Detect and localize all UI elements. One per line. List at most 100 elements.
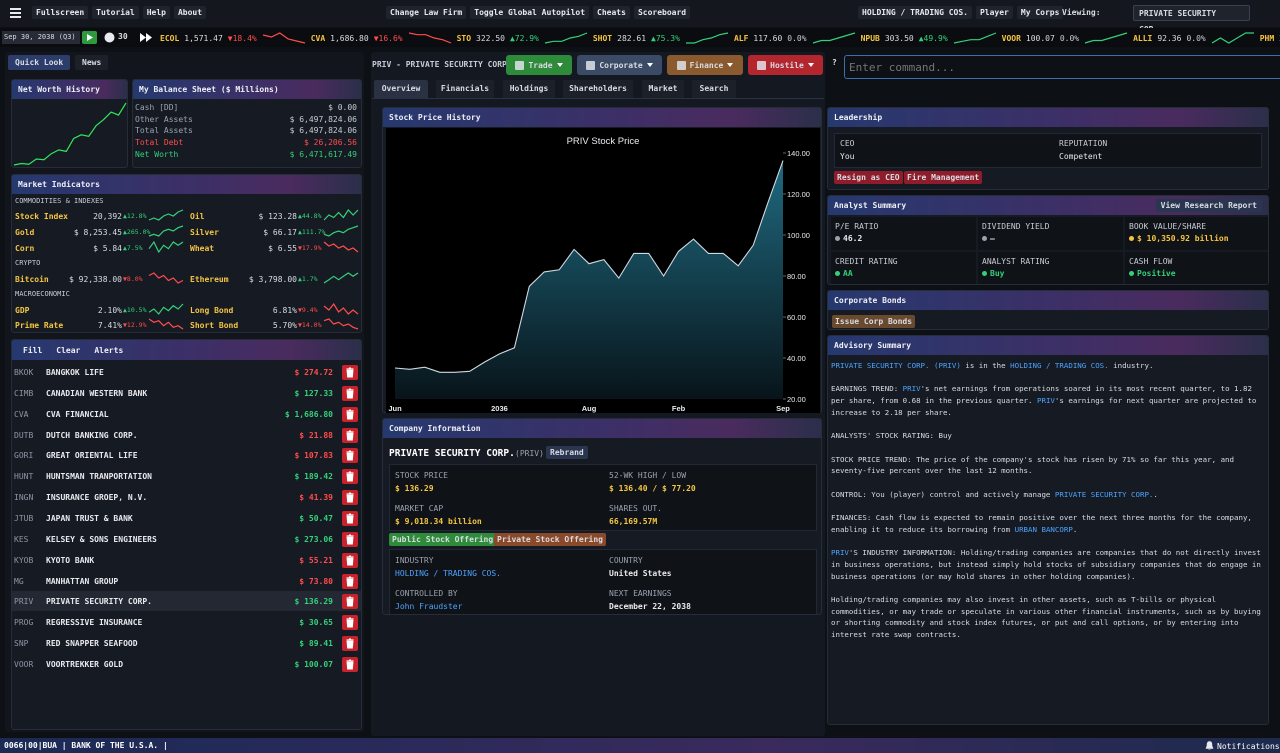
- menu-button[interactable]: Change Law Firm: [386, 6, 467, 19]
- delete-button[interactable]: [342, 469, 358, 485]
- delete-button[interactable]: [342, 385, 358, 401]
- advisory-paragraph: STOCK PRICE TREND: The price of the comp…: [831, 454, 1265, 477]
- menu-button[interactable]: My Corps: [1016, 6, 1064, 19]
- ticker-symbol[interactable]: ALLI: [1133, 33, 1153, 43]
- sparkline-line: [148, 225, 184, 237]
- viewing-select[interactable]: PRIVATE SECURITY COR...: [1133, 5, 1250, 34]
- menu-button[interactable]: Toggle Global Autopilot: [470, 6, 590, 19]
- left-tab[interactable]: Quick Look: [8, 55, 71, 70]
- watchlist-row[interactable]: INGN INSURANCE GROEP, N.V. $ 41.39: [12, 487, 361, 507]
- delete-button[interactable]: [342, 448, 358, 464]
- x-tick-label: 2036: [491, 404, 508, 413]
- delete-button[interactable]: [342, 636, 358, 652]
- delete-button[interactable]: [342, 427, 358, 443]
- leader-button[interactable]: Resign as CEO: [834, 171, 903, 184]
- left-tab[interactable]: News: [75, 55, 109, 70]
- chart-title: PRIV Stock Price: [567, 136, 640, 147]
- ticker-symbol[interactable]: NPUB: [860, 33, 880, 43]
- menu-icon[interactable]: [10, 7, 22, 19]
- ticker-symbol[interactable]: SHOT: [592, 33, 613, 43]
- watchlist-row[interactable]: SNP RED SNAPPER SEAFOOD $ 89.41: [12, 633, 361, 653]
- advisory-link[interactable]: PRIV: [831, 548, 849, 558]
- advisory-span: Holding/trading companies may also inves…: [831, 594, 1261, 640]
- watchlist-row[interactable]: BKOK BANGKOK LIFE $ 274.72: [12, 362, 361, 382]
- watchlist-row[interactable]: KYOB KYOTO BANK $ 55.21: [12, 550, 361, 570]
- watchlist-button[interactable]: Fill: [23, 345, 43, 355]
- menu-button[interactable]: Cheats: [593, 6, 630, 19]
- watchlist-row[interactable]: JTUB JAPAN TRUST & BANK $ 50.47: [12, 508, 361, 528]
- ticker-symbol[interactable]: ECOL: [160, 33, 180, 43]
- menu-button[interactable]: HOLDING / TRADING COS.: [858, 6, 972, 19]
- watchlist-row[interactable]: VOOR VOORTREKKER GOLD $ 100.07: [12, 654, 361, 674]
- notifications[interactable]: Notifications: [1217, 742, 1280, 751]
- rebrand-button[interactable]: Rebrand: [546, 446, 588, 459]
- ticker-symbol[interactable]: STO: [456, 33, 472, 43]
- watchlist-row[interactable]: MG MANHATTAN GROUP $ 73.80: [12, 571, 361, 591]
- delete-button[interactable]: [342, 510, 358, 526]
- delete-button[interactable]: [342, 490, 358, 506]
- menu-group: Fullscreen Tutorial Help About: [32, 6, 207, 19]
- ticker-symbol[interactable]: VOOR: [1001, 33, 1021, 43]
- watchlist-row[interactable]: HUNT HUNTSMAN TRANPORTATION $ 189.42: [12, 466, 361, 486]
- advisory-link[interactable]: PRIV: [902, 384, 921, 394]
- watchlist-button[interactable]: Clear: [56, 345, 81, 355]
- ticker-symbol[interactable]: ALF: [733, 33, 749, 43]
- details-box: [389, 549, 817, 614]
- menu-button[interactable]: Player: [975, 6, 1013, 19]
- watchlist-row[interactable]: CVA CVA FINANCIAL $ 1,686.80: [12, 404, 361, 424]
- menu-button[interactable]: About: [173, 6, 207, 19]
- tab[interactable]: Search: [692, 80, 736, 98]
- watchlist-row[interactable]: PRIV PRIVATE SECURITY CORP. $ 136.29: [12, 591, 361, 612]
- action-button[interactable]: Finance: [667, 55, 743, 75]
- research-button[interactable]: View Research Report: [1155, 199, 1262, 212]
- advisory-link[interactable]: URBAN BANCORP: [1014, 524, 1073, 534]
- delete-button[interactable]: [342, 365, 358, 380]
- watchlist-row[interactable]: GORI GREAT ORIENTAL LIFE $ 107.83: [12, 445, 361, 465]
- action-button[interactable]: Hostile: [748, 55, 823, 75]
- tab[interactable]: Holdings: [503, 80, 555, 98]
- game-speed[interactable]: 30: [118, 32, 128, 41]
- menu-button[interactable]: Tutorial: [92, 6, 139, 19]
- action-button[interactable]: Corporate: [577, 55, 662, 75]
- watchlist-row[interactable]: KES KELSEY & SONS ENGINEERS $ 273.06: [12, 529, 361, 549]
- command-input[interactable]: [844, 55, 1280, 79]
- fast-forward[interactable]: [139, 32, 153, 43]
- ticker-symbol[interactable]: PHM: [1259, 33, 1275, 43]
- tab[interactable]: Market: [642, 80, 684, 98]
- tab[interactable]: Financials: [436, 80, 494, 98]
- help-button[interactable]: ?: [832, 58, 837, 67]
- delete-button[interactable]: [342, 573, 358, 589]
- delete-button[interactable]: [342, 656, 358, 672]
- offering-button[interactable]: Private Stock Offering: [494, 533, 606, 546]
- ticker-symbol[interactable]: CVA: [310, 33, 326, 43]
- menu-button[interactable]: Help: [142, 6, 170, 19]
- stat-label: SHARES OUT.: [609, 504, 662, 513]
- watchlist-button[interactable]: Alerts: [94, 345, 124, 355]
- action-button[interactable]: Trade: [506, 55, 572, 75]
- leader-button[interactable]: Fire Management: [904, 171, 983, 184]
- tab[interactable]: Overview: [374, 80, 428, 98]
- advisory-link[interactable]: PRIV: [1036, 396, 1055, 406]
- delete-button[interactable]: [342, 594, 358, 610]
- menu-button[interactable]: Scoreboard: [633, 6, 691, 19]
- tab[interactable]: Shareholders: [563, 80, 633, 98]
- advisory-span: ANALYSTS' STOCK RATING: Buy: [831, 431, 952, 441]
- advisory-link[interactable]: HOLDING / TRADING COS.: [1010, 361, 1109, 370]
- watchlist-name: BANGKOK LIFE: [46, 368, 104, 377]
- bond-button[interactable]: Issue Corp Bonds: [832, 315, 916, 328]
- watchlist-row[interactable]: CIMB CANADIAN WESTERN BANK $ 127.33: [12, 383, 361, 403]
- advisory-link[interactable]: PRIVATE SECURITY CORP.: [1054, 489, 1154, 499]
- detail-value[interactable]: HOLDING / TRADING COS.: [395, 569, 501, 578]
- delete-button[interactable]: [342, 552, 358, 568]
- offering-button[interactable]: Public Stock Offering: [389, 533, 497, 546]
- watchlist-row[interactable]: DUTB DUTCH BANKING CORP. $ 21.88: [12, 425, 361, 445]
- detail-value[interactable]: John Fraudster: [395, 602, 463, 611]
- advisory-link[interactable]: PRIVATE SECURITY CORP. (PRIV): [831, 361, 961, 370]
- watchlist-row[interactable]: PROG REGRESSIVE INSURANCE $ 30.65: [12, 612, 361, 632]
- delete-button[interactable]: [342, 406, 358, 422]
- menu-button[interactable]: Fullscreen: [32, 6, 89, 19]
- delete-button[interactable]: [342, 531, 358, 547]
- delete-button[interactable]: [342, 615, 358, 631]
- play-button[interactable]: [82, 31, 97, 44]
